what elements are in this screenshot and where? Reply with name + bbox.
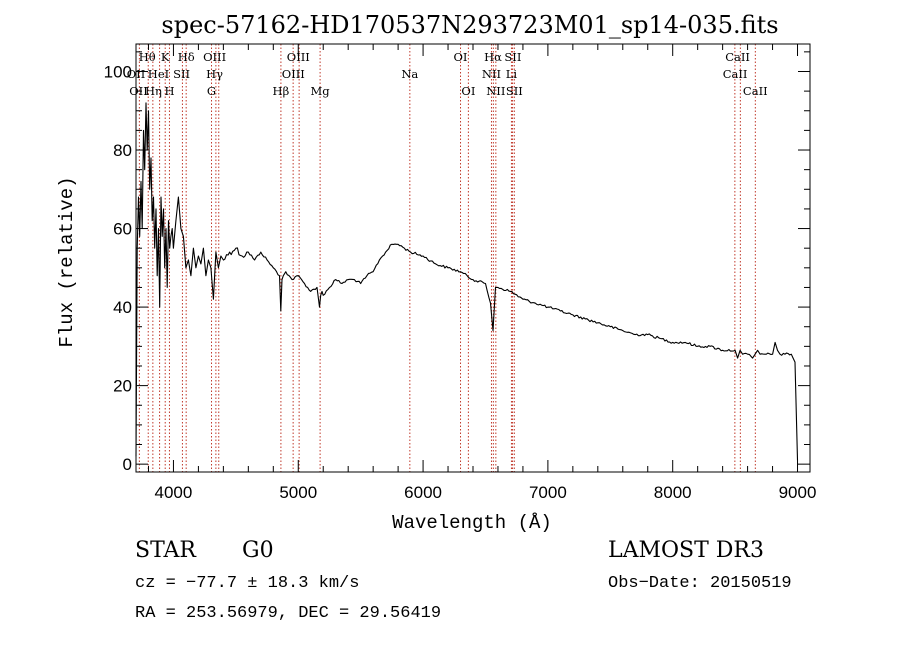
line-label: K [161, 50, 170, 64]
object-subclass: G0 [242, 538, 274, 563]
x-axis-label: Wavelength (Å) [392, 512, 552, 534]
line-label: Hθ [139, 50, 156, 64]
line-label: NII [486, 84, 505, 98]
observation-date: Obs−Date: 20150519 [608, 574, 792, 593]
line-label: CaII [723, 67, 748, 81]
chart-title: spec-57162-HD170537N293723M01_sp14-035.f… [161, 11, 778, 39]
spectral-line-markers [138, 44, 756, 472]
line-label: Mg [311, 84, 331, 98]
y-axis-label: Flux (relative) [56, 176, 78, 347]
line-label: SII [506, 84, 523, 98]
plot-frame [135, 43, 811, 473]
x-tick-label: 8000 [654, 483, 692, 502]
x-tick-label: 5000 [279, 483, 317, 502]
line-label: SII [173, 67, 190, 81]
y-tick-label: 20 [113, 377, 132, 396]
x-tick-label: 6000 [404, 483, 442, 502]
coordinates: RA = 253.56979, DEC = 29.56419 [135, 604, 442, 623]
line-label: CaII [725, 50, 750, 64]
line-label: OI [461, 84, 475, 98]
line-label: OIII [287, 50, 310, 64]
redshift-cz: cz = −77.7 ± 18.3 km/s [135, 574, 360, 593]
spectrum-line [135, 102, 799, 461]
line-label: Hβ [273, 84, 290, 98]
survey-name: LAMOST DR3 [608, 538, 764, 563]
x-tick-label: 4000 [155, 483, 193, 502]
line-label: NII [482, 67, 501, 81]
line-label: OI [454, 50, 468, 64]
line-label: Hα [484, 50, 502, 64]
y-tick-label: 0 [123, 455, 132, 474]
line-label: H [164, 84, 174, 98]
y-tick-label: 100 [104, 62, 132, 81]
y-tick-label: 60 [113, 220, 132, 239]
x-tick-label: 9000 [779, 483, 817, 502]
x-tick-label: 7000 [529, 483, 567, 502]
x-axis: 4000 5000 6000 7000 8000 9000 [147, 44, 817, 502]
line-label: Hγ [206, 67, 223, 81]
y-tick-label: 40 [113, 298, 132, 317]
y-tick-label: 80 [113, 141, 132, 160]
line-label: Na [401, 67, 418, 81]
y-axis: 0 20 40 60 80 100 [104, 51, 810, 474]
line-label: OIII [203, 50, 226, 64]
line-label: HeI [148, 67, 169, 81]
line-label: G [207, 84, 216, 98]
line-label: CaII [743, 84, 768, 98]
object-class: STAR [135, 538, 196, 563]
line-label: Hη [145, 84, 162, 98]
line-label: Hδ [178, 50, 195, 64]
line-label: Li [506, 67, 518, 81]
line-label: OIII [282, 67, 305, 81]
line-label: SII [504, 50, 521, 64]
